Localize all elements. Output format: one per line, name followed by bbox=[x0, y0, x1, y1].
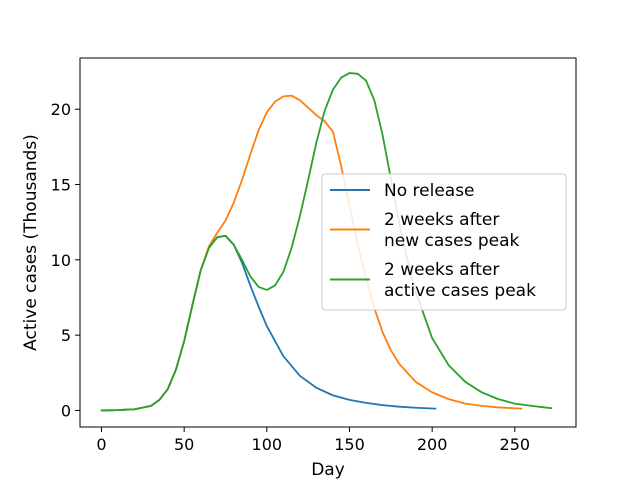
legend-label-2: new cases peak bbox=[384, 231, 520, 251]
legend-label-3: active cases peak bbox=[384, 281, 536, 301]
x-tick-label: 0 bbox=[96, 435, 106, 454]
x-tick-label: 100 bbox=[252, 435, 283, 454]
x-tick-label: 250 bbox=[500, 435, 531, 454]
x-tick-label: 200 bbox=[417, 435, 448, 454]
legend-label-1: No release bbox=[384, 181, 475, 201]
x-tick-label: 50 bbox=[174, 435, 194, 454]
plot-frame bbox=[79, 57, 577, 428]
legend-label-3: 2 weeks after bbox=[384, 260, 499, 280]
y-tick-label: 20 bbox=[51, 100, 71, 119]
y-tick-label: 10 bbox=[51, 251, 71, 270]
y-tick-label: 15 bbox=[51, 176, 71, 195]
x-tick-label: 150 bbox=[334, 435, 365, 454]
series-line-3 bbox=[100, 72, 553, 412]
axes bbox=[79, 57, 577, 428]
plot-lines bbox=[100, 72, 553, 412]
y-axis-label: Active cases (Thousands) bbox=[21, 134, 41, 351]
y-tick-label: 0 bbox=[61, 401, 71, 420]
legend-box bbox=[321, 173, 567, 311]
legend-label-2: 2 weeks after bbox=[384, 210, 499, 230]
ticks: 0 50 100 150 200 250 0 5 10 15 20 bbox=[51, 100, 530, 454]
y-tick-label: 5 bbox=[61, 326, 71, 345]
x-axis-label: Day bbox=[311, 460, 345, 480]
